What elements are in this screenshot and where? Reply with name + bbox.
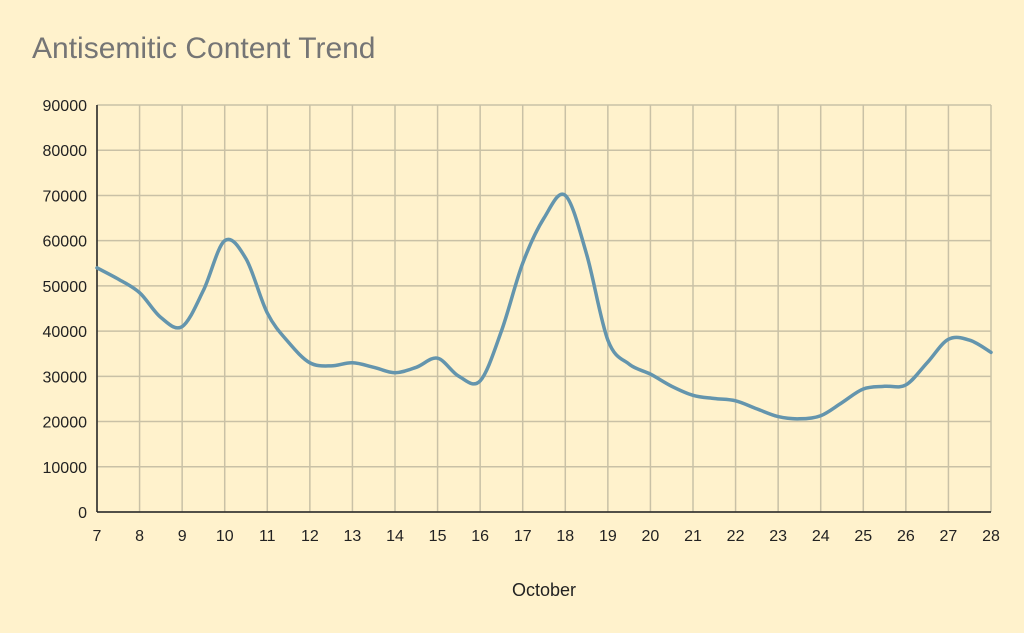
x-tick-label: 16 (471, 528, 489, 545)
y-tick-label: 20000 (43, 415, 88, 432)
x-tick-label: 25 (854, 528, 872, 545)
y-tick-label: 80000 (43, 143, 88, 160)
y-tick-label: 30000 (43, 369, 88, 386)
x-tick-label: 9 (178, 528, 187, 545)
series-line (95, 192, 993, 421)
x-tick-label: 8 (135, 528, 144, 545)
x-tick-label: 21 (684, 528, 702, 545)
x-tick-label: 11 (259, 528, 276, 545)
x-tick-label: 13 (344, 528, 362, 545)
x-tick-label: 10 (216, 528, 234, 545)
x-tick-label: 18 (556, 528, 574, 545)
x-tick-label: 28 (982, 528, 1000, 545)
y-tick-label: 70000 (43, 188, 88, 205)
x-tick-label: 23 (769, 528, 787, 545)
x-tick-label: 17 (514, 528, 532, 545)
x-tick-label: 19 (599, 528, 617, 545)
x-tick-label: 24 (812, 528, 830, 545)
x-axis-label: October (512, 580, 576, 600)
x-tick-label: 12 (301, 528, 319, 545)
x-tick-label: 15 (429, 528, 447, 545)
y-tick-label: 0 (78, 505, 87, 522)
y-tick-label: 10000 (43, 460, 88, 477)
y-tick-label: 60000 (43, 234, 88, 251)
x-tick-label: 27 (940, 528, 958, 545)
chart-title: Antisemitic Content Trend (32, 32, 376, 65)
x-tick-label: 26 (897, 528, 915, 545)
x-tick-label: 22 (727, 528, 745, 545)
x-tick-label: 14 (386, 528, 404, 545)
y-tick-label: 50000 (43, 279, 88, 296)
x-tick-label: 7 (93, 528, 102, 545)
y-tick-label: 40000 (43, 324, 88, 341)
x-tick-label: 20 (642, 528, 660, 545)
y-tick-label: 90000 (43, 98, 88, 115)
